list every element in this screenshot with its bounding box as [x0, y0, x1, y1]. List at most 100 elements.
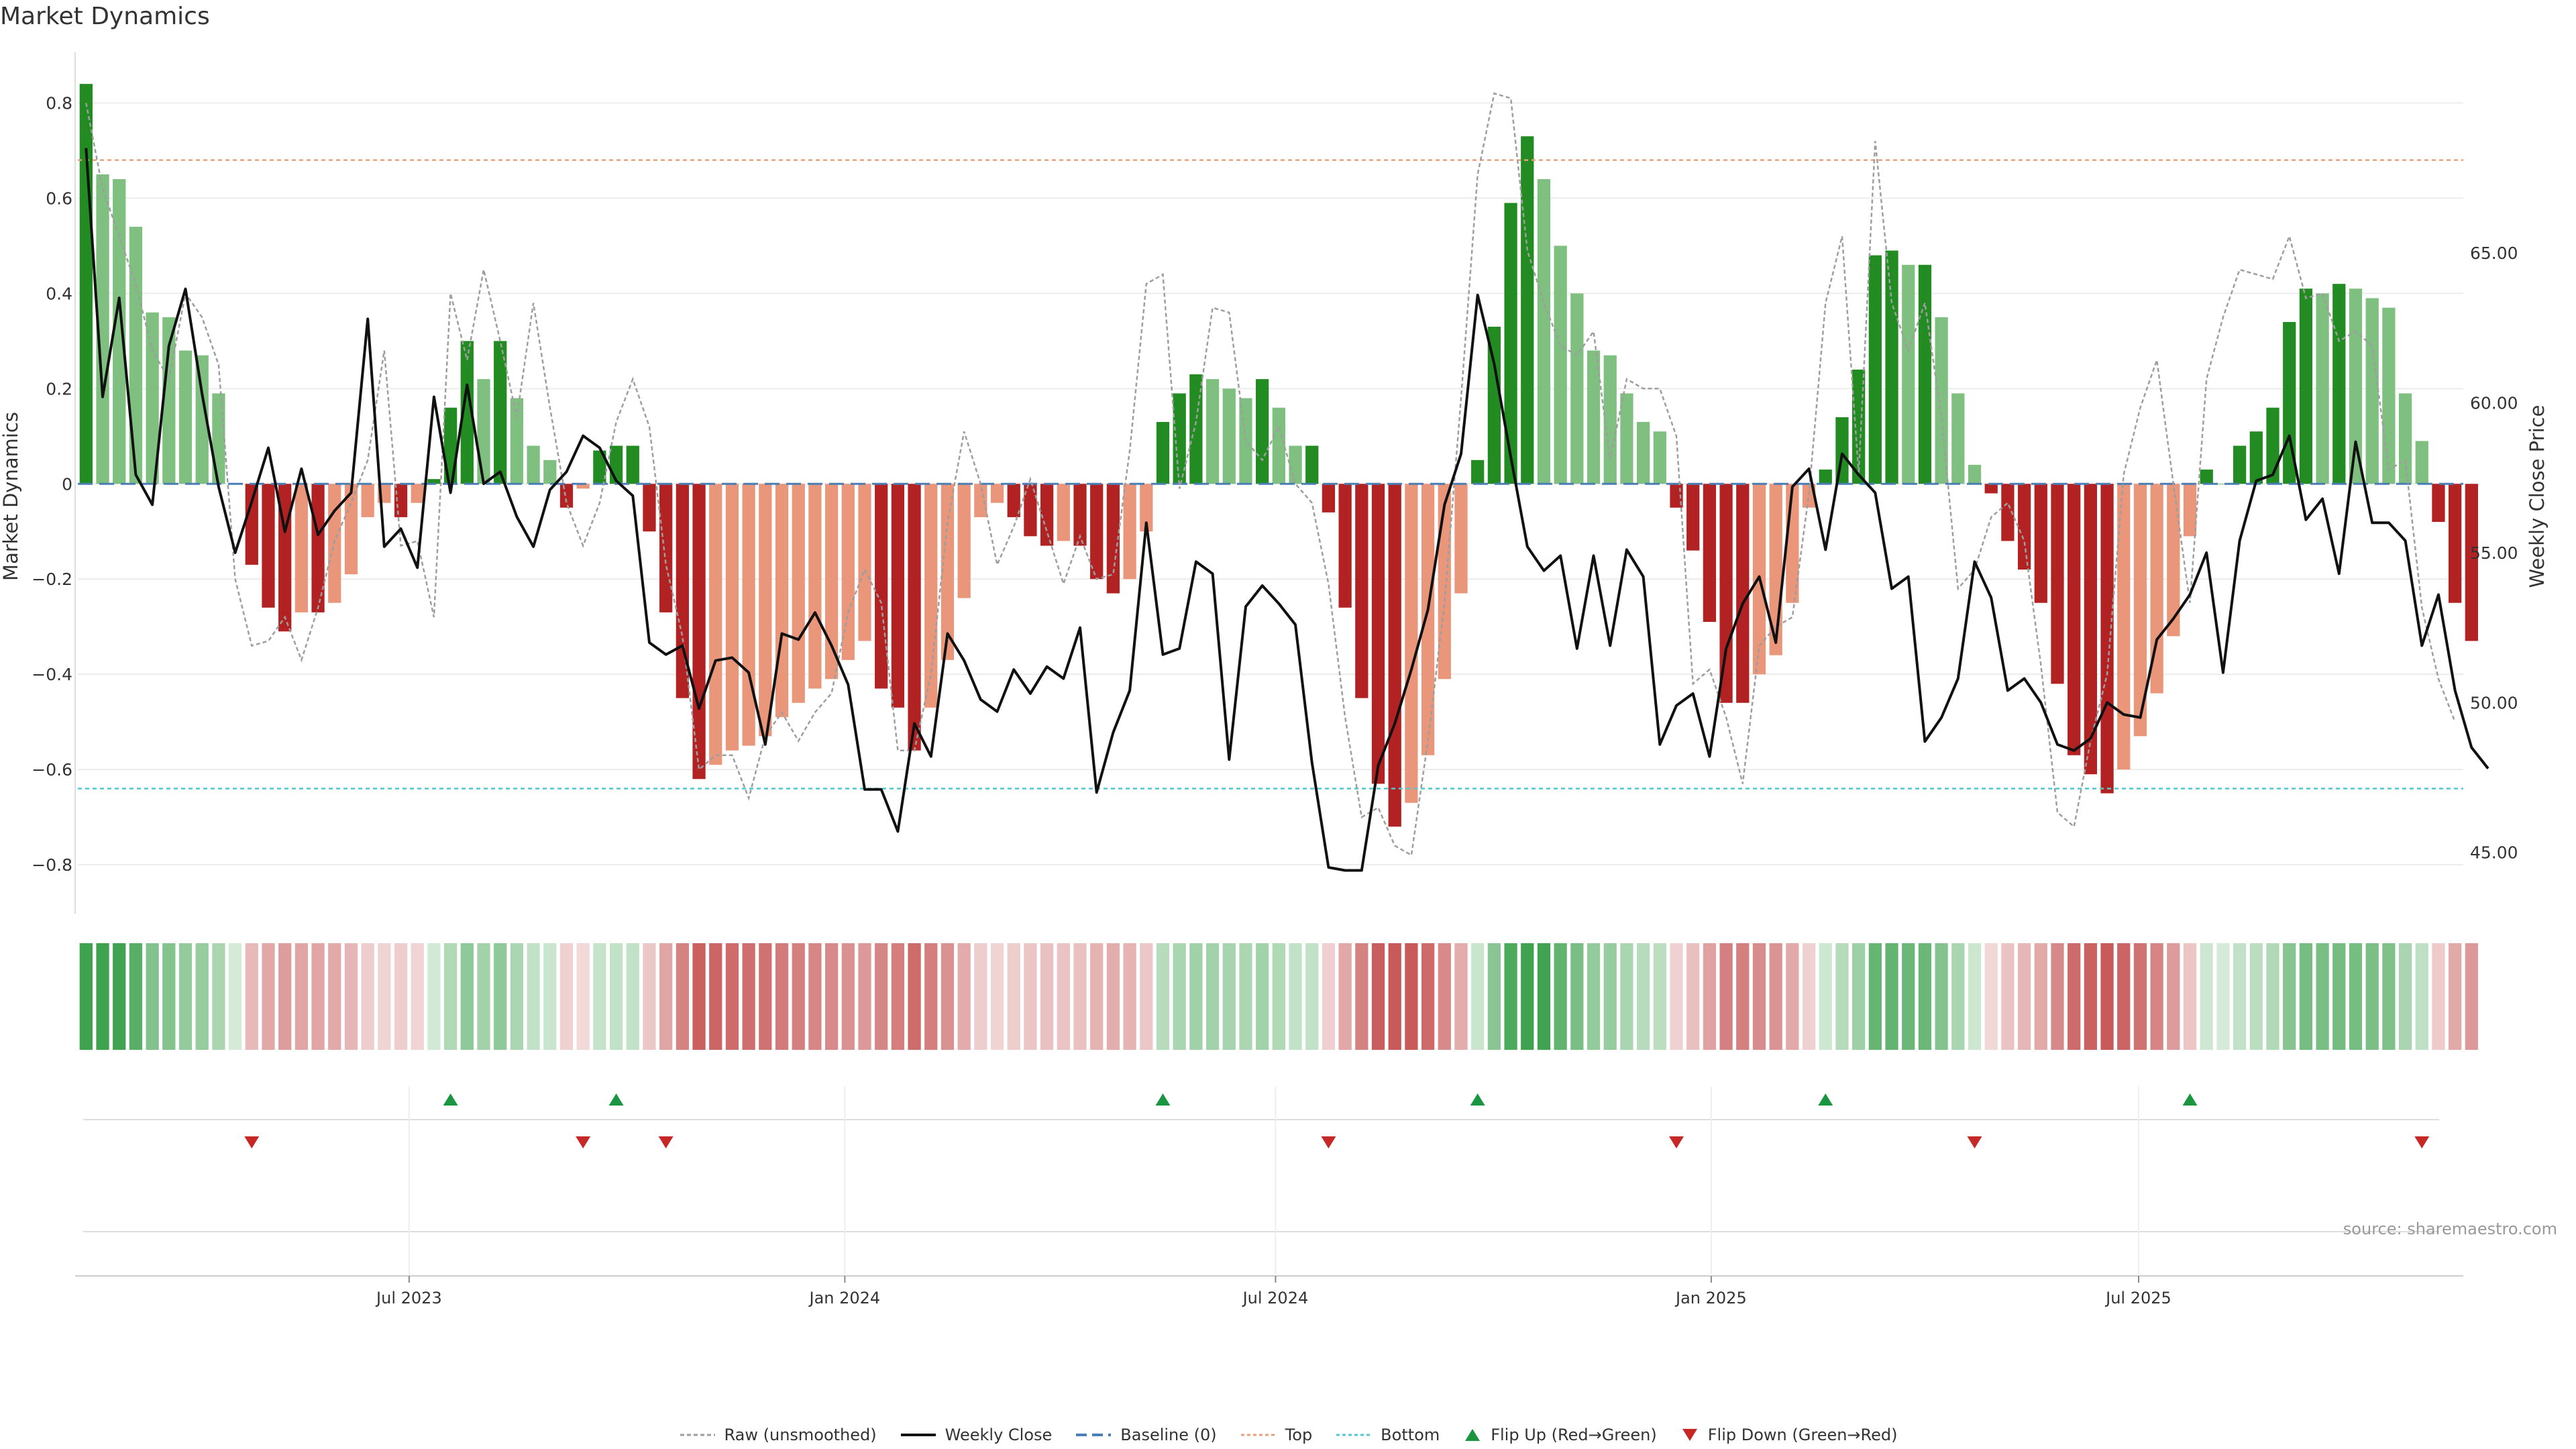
legend-raw: Raw (unsmoothed) [679, 1426, 877, 1444]
dynamics-bar [1156, 421, 1170, 484]
dynamics-bar [725, 484, 739, 751]
legend-baseline: Baseline (0) [1075, 1426, 1217, 1444]
dynamics-bar [990, 484, 1004, 503]
dynamics-bar [1537, 179, 1551, 484]
heat-cell [974, 943, 987, 1050]
heat-cell [1951, 943, 1965, 1050]
dynamics-bar [2398, 393, 2412, 484]
heat-cell [891, 943, 905, 1050]
heat-cell [2001, 943, 2015, 1050]
heat-cell [1703, 943, 1717, 1050]
heat-cell [2216, 943, 2230, 1050]
heat-cell [1918, 943, 1932, 1050]
heat-cell [2200, 943, 2213, 1050]
dynamics-bar [1024, 484, 1037, 537]
dynamics-bar [1355, 484, 1368, 698]
weekly-close-series [85, 148, 2489, 872]
dynamics-bar [1918, 264, 1932, 484]
dynamics-bar [477, 379, 490, 484]
xtick-label: Jan 2025 [1674, 1289, 1747, 1307]
legend-bottom: Bottom [1335, 1426, 1440, 1444]
ytick-label: 0.2 [46, 379, 72, 398]
dynamics-bar [1703, 484, 1717, 623]
legend-bottom-swatch [1336, 1434, 1372, 1436]
flip-up-marker [1470, 1093, 1485, 1106]
heat-cell [394, 943, 408, 1050]
source-note: source: sharemaestro.com [2343, 1220, 2557, 1238]
legend-flip-up-label: Flip Up (Red→Green) [1491, 1426, 1657, 1444]
dynamics-bar [2332, 284, 2346, 484]
heat-cell [477, 943, 490, 1050]
heat-cell [1719, 943, 1733, 1050]
heat-cell [2017, 943, 2031, 1050]
dynamics-bar [2316, 293, 2329, 484]
raw-series [85, 92, 2456, 857]
dynamics-bar [510, 398, 524, 484]
heat-cell [2299, 943, 2313, 1050]
heat-cell [1205, 943, 1220, 1050]
heat-cell [1852, 943, 1866, 1050]
heat-cell [1355, 943, 1368, 1050]
heat-cell [1504, 943, 1517, 1050]
dynamics-bar [643, 484, 656, 532]
heat-cell [2133, 943, 2147, 1050]
xtick-label: Jan 2024 [808, 1289, 881, 1307]
ytick-label: −0.4 [32, 665, 72, 684]
heat-cell [1885, 943, 1898, 1050]
dynamics-bar [941, 484, 955, 660]
y2tick-label: 55.00 [2470, 543, 2518, 563]
heat-cell [427, 943, 441, 1050]
y2-axis-title: Weekly Close Price [2526, 405, 2548, 588]
legend-baseline-label: Baseline (0) [1120, 1426, 1217, 1444]
dynamics-bar [2449, 484, 2462, 603]
dynamics-bar [2200, 469, 2213, 484]
legend-close-label: Weekly Close [945, 1426, 1053, 1444]
dynamics-bar [2084, 484, 2098, 775]
heat-cell [1239, 943, 1252, 1050]
dynamics-bar [527, 445, 540, 484]
dynamics-bar [129, 227, 143, 484]
dynamics-bar [759, 484, 772, 737]
heat-cell [2415, 943, 2428, 1050]
dynamics-bar [1205, 379, 1220, 484]
heat-cell [692, 943, 706, 1050]
legend-flip-up: Flip Up (Red→Green) [1462, 1426, 1657, 1444]
dynamics-bar [96, 174, 109, 484]
dynamics-bar [659, 484, 673, 612]
heat-cell [1802, 943, 1816, 1050]
ytick-label: 0 [62, 474, 72, 494]
dynamics-bar [212, 393, 225, 484]
dynamics-bar [1289, 445, 1302, 484]
heat-cell [1272, 943, 1285, 1050]
heat-cell [824, 943, 839, 1050]
dynamics-bar [411, 484, 424, 503]
heat-cell [1603, 943, 1617, 1050]
dynamics-bar [2117, 484, 2131, 770]
dynamics-bar [974, 484, 987, 517]
flip-up-marker [2182, 1093, 2198, 1106]
dynamics-bar [709, 484, 722, 765]
dynamics-bar [1603, 355, 1617, 484]
flip-down-marker [1321, 1136, 1336, 1148]
heat-cell [593, 943, 606, 1050]
heat-cell [1554, 943, 1567, 1050]
heat-cell [1570, 943, 1584, 1050]
flip-down-marker [1967, 1136, 1982, 1148]
dynamics-bar [494, 341, 507, 484]
dynamics-bar [1040, 484, 1054, 546]
dynamics-bar [1620, 393, 1633, 484]
grid [78, 102, 2463, 866]
heat-cell [1736, 943, 1750, 1050]
dynamics-bar [2034, 484, 2047, 603]
heat-cell [2084, 943, 2098, 1050]
heat-cell [1653, 943, 1666, 1050]
dynamics-bar [1885, 250, 1898, 484]
dynamics-bar [1736, 484, 1750, 703]
heat-cell [1769, 943, 1782, 1050]
dynamics-bar [1504, 203, 1517, 484]
dynamics-bar [792, 484, 805, 703]
heat-cell [411, 943, 424, 1050]
reference-lines [78, 159, 2463, 790]
heat-cell [378, 943, 391, 1050]
